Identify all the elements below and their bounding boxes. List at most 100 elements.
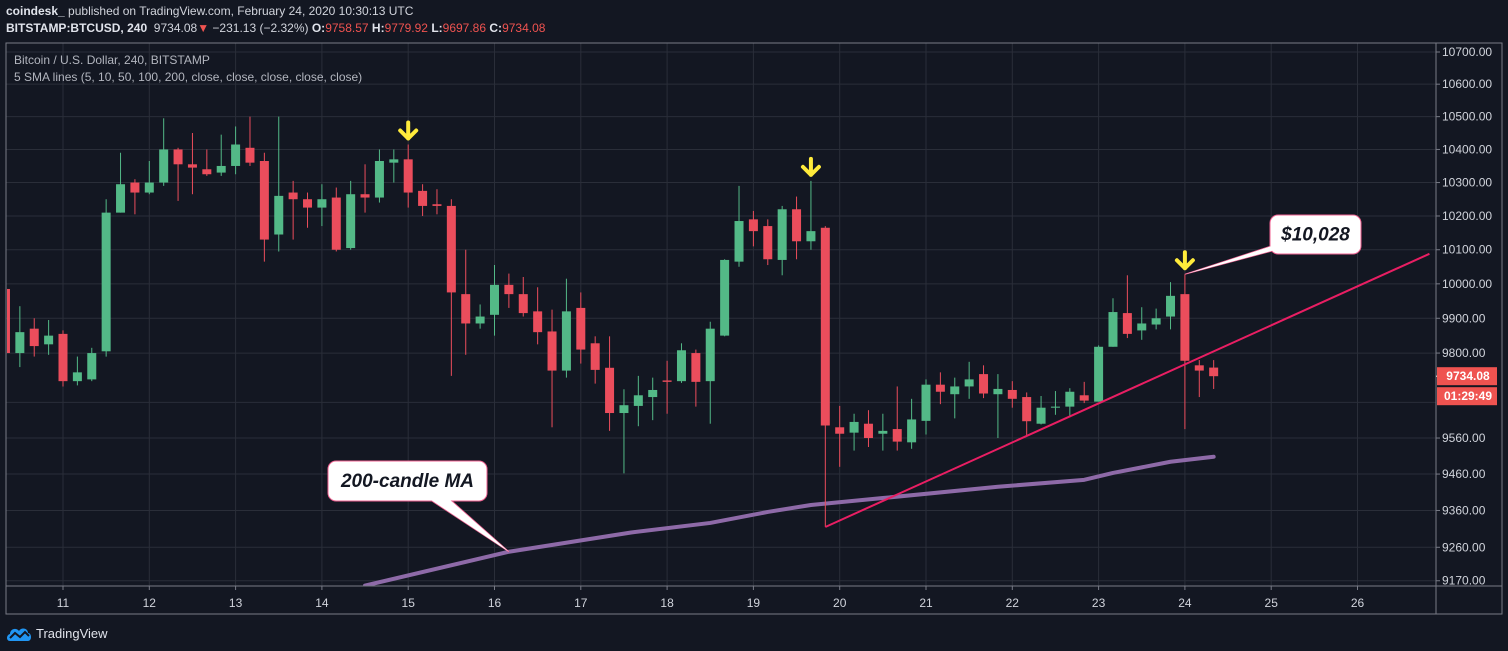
publisher-name[interactable]: coindesk_ <box>6 4 65 18</box>
candle[interactable] <box>878 413 888 451</box>
candle[interactable] <box>705 321 715 424</box>
candle[interactable] <box>605 336 615 431</box>
candle[interactable] <box>763 219 773 266</box>
candle[interactable] <box>734 185 744 267</box>
trendline[interactable] <box>824 252 1430 528</box>
candle[interactable] <box>1194 360 1204 398</box>
candle[interactable] <box>446 199 456 376</box>
candle[interactable] <box>979 365 989 399</box>
candle[interactable] <box>29 318 39 357</box>
candle[interactable] <box>590 336 600 384</box>
candle[interactable] <box>331 187 341 252</box>
candle[interactable] <box>806 180 816 250</box>
candle[interactable] <box>533 287 543 345</box>
legend-indicator[interactable]: 5 SMA lines (5, 10, 50, 100, 200, close,… <box>14 70 363 84</box>
candle[interactable] <box>317 184 327 227</box>
candle[interactable] <box>1122 275 1132 339</box>
candle[interactable] <box>1166 282 1176 330</box>
candle[interactable] <box>950 377 960 419</box>
candle[interactable] <box>1151 308 1161 330</box>
candle[interactable] <box>935 372 945 405</box>
candle[interactable] <box>792 196 802 260</box>
candle[interactable] <box>202 149 212 176</box>
candle[interactable] <box>849 413 859 451</box>
candle[interactable] <box>490 265 499 336</box>
candle[interactable] <box>274 116 284 252</box>
candle[interactable] <box>777 205 787 276</box>
candle[interactable] <box>633 375 643 427</box>
candle[interactable] <box>676 343 686 383</box>
candle[interactable] <box>245 116 255 166</box>
ma-200-line[interactable] <box>363 454 1216 586</box>
candle[interactable] <box>116 152 126 213</box>
candle[interactable] <box>360 164 370 213</box>
candle[interactable] <box>173 147 183 201</box>
candle[interactable] <box>561 278 571 378</box>
candle[interactable] <box>1022 392 1032 437</box>
candle[interactable] <box>1 288 10 354</box>
candle[interactable] <box>159 118 169 186</box>
plot-area[interactable] <box>1 116 1430 586</box>
candle[interactable] <box>662 360 672 414</box>
candle[interactable] <box>720 259 730 337</box>
candle[interactable] <box>259 152 269 262</box>
candle[interactable] <box>1079 381 1089 404</box>
candle[interactable] <box>921 379 931 435</box>
candle[interactable] <box>87 347 97 382</box>
candle[interactable] <box>1050 391 1060 415</box>
candle[interactable] <box>187 133 197 195</box>
candle[interactable] <box>475 304 485 329</box>
candle[interactable] <box>863 410 873 447</box>
candle[interactable] <box>374 149 384 203</box>
candle[interactable] <box>403 144 413 208</box>
candle[interactable] <box>231 126 241 175</box>
candle[interactable] <box>907 398 917 449</box>
candle[interactable] <box>748 210 758 247</box>
candle[interactable] <box>58 330 68 387</box>
candle[interactable] <box>1137 307 1147 340</box>
candle[interactable] <box>101 199 111 357</box>
candle[interactable] <box>547 309 557 428</box>
candle[interactable] <box>461 249 471 355</box>
candle[interactable] <box>835 405 845 467</box>
candle[interactable] <box>892 386 902 451</box>
candle[interactable] <box>72 356 82 386</box>
candle[interactable] <box>820 226 830 527</box>
candle[interactable] <box>993 374 1003 439</box>
candle[interactable] <box>964 361 974 399</box>
last-price-tag[interactable] <box>1437 367 1497 386</box>
callout[interactable]: 200-candle MA <box>327 460 510 553</box>
candle[interactable] <box>389 149 399 183</box>
candle[interactable] <box>1094 345 1104 402</box>
candle[interactable] <box>1036 395 1046 425</box>
candle[interactable] <box>1108 298 1118 347</box>
candle[interactable] <box>1007 381 1017 408</box>
candle[interactable] <box>418 184 428 216</box>
candle[interactable] <box>619 389 629 474</box>
candle-body <box>374 160 384 198</box>
candle[interactable] <box>216 134 226 176</box>
candle[interactable] <box>1209 360 1219 389</box>
candle-body <box>777 209 787 260</box>
candle[interactable] <box>130 179 140 215</box>
candle[interactable] <box>648 377 658 421</box>
candle[interactable] <box>691 349 701 407</box>
candle[interactable] <box>288 180 298 240</box>
down-arrow-icon <box>398 120 419 141</box>
candle[interactable] <box>44 320 54 355</box>
candle[interactable] <box>15 306 25 368</box>
candle[interactable] <box>1180 274 1190 430</box>
candle[interactable] <box>346 180 356 250</box>
candle-body <box>547 331 557 371</box>
candle[interactable] <box>504 273 514 308</box>
candle[interactable] <box>432 189 442 215</box>
legend-title[interactable]: Bitcoin / U.S. Dollar, 240, BITSTAMP <box>14 53 210 67</box>
candle[interactable] <box>518 276 528 317</box>
candle[interactable] <box>144 160 154 195</box>
candle[interactable] <box>303 192 313 228</box>
candle[interactable] <box>576 292 586 364</box>
callout[interactable]: $10,028 <box>1184 214 1362 275</box>
tradingview-brand[interactable]: TradingView <box>6 624 108 642</box>
candle[interactable] <box>1065 388 1075 418</box>
